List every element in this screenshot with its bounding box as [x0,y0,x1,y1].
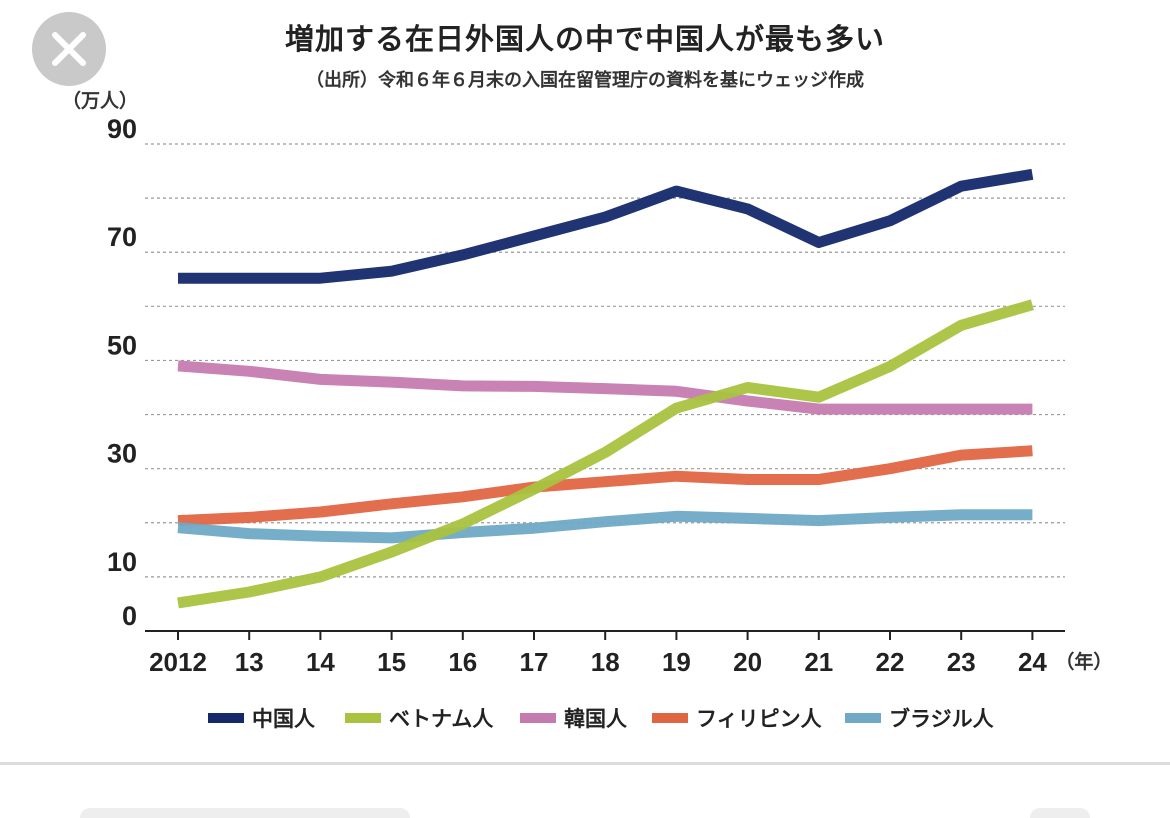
legend-label: 韓国人 [564,707,627,731]
legend-item: ベトナム人 [345,707,493,731]
series-lines [177,168,1034,609]
x-tick-label: 2012 [149,647,207,677]
bottom-toolbar-right [1030,808,1090,818]
x-tick-label: 20 [733,647,762,677]
series-line [177,360,1033,415]
x-axis: 2012 13 14 15 16 17 18 19 20 21 22 23 24 （年） [145,630,1112,677]
series-line [178,168,1034,284]
close-button[interactable] [32,12,106,86]
x-tick-label: 23 [947,647,976,677]
bottom-toolbar [80,808,410,818]
x-tick-label: 17 [520,647,549,677]
legend-item: ブラジル人 [845,707,994,731]
close-icon [52,32,86,66]
y-axis-label: （万人） [62,89,138,112]
x-tick-label: 19 [662,647,691,677]
x-tick-label: 24 [1018,647,1047,677]
legend: 中国人 ベトナム人 韓国人 フィリピン人 ブラジル人 [208,707,994,731]
legend-item: 中国人 [208,707,315,731]
x-tick-label: 14 [306,647,335,677]
y-tick-label: 50 [107,330,137,360]
legend-label: ブラジル人 [889,707,994,731]
y-tick-label: 0 [122,601,137,631]
y-tick-label: 70 [107,222,137,252]
y-tick-label: 10 [107,547,137,577]
legend-item: 韓国人 [520,707,627,731]
chart-title: 増加する在日外国人の中で中国人が最も多い [284,22,885,56]
x-tick-label: 18 [591,647,620,677]
legend-label: フィリピン人 [696,707,822,731]
series-line [177,509,1033,544]
y-tick-label: 90 [107,114,137,144]
series-line [177,445,1033,527]
y-tick-label: 30 [107,439,137,469]
x-tick-label: 22 [876,647,905,677]
y-axis-ticks: （万人） 0 10 30 50 70 90 [62,89,138,631]
line-chart: （万人） 0 10 30 50 70 90 2012 13 14 15 16 17 18 19 20 21 22… [62,89,1112,731]
x-tick-label: 15 [377,647,406,677]
series-line [177,299,1034,609]
legend-label: ベトナム人 [389,707,493,731]
chart-subtitle: （出所）令和６年６月末の入国在留管理庁の資料を基にウェッジ作成 [306,70,864,91]
legend-item: フィリピン人 [652,707,822,731]
divider [0,762,1170,765]
x-axis-label: （年） [1055,650,1112,673]
legend-label: 中国人 [252,707,315,731]
x-tick-label: 16 [448,647,477,677]
x-tick-label: 13 [235,647,264,677]
x-tick-label: 21 [804,647,833,677]
